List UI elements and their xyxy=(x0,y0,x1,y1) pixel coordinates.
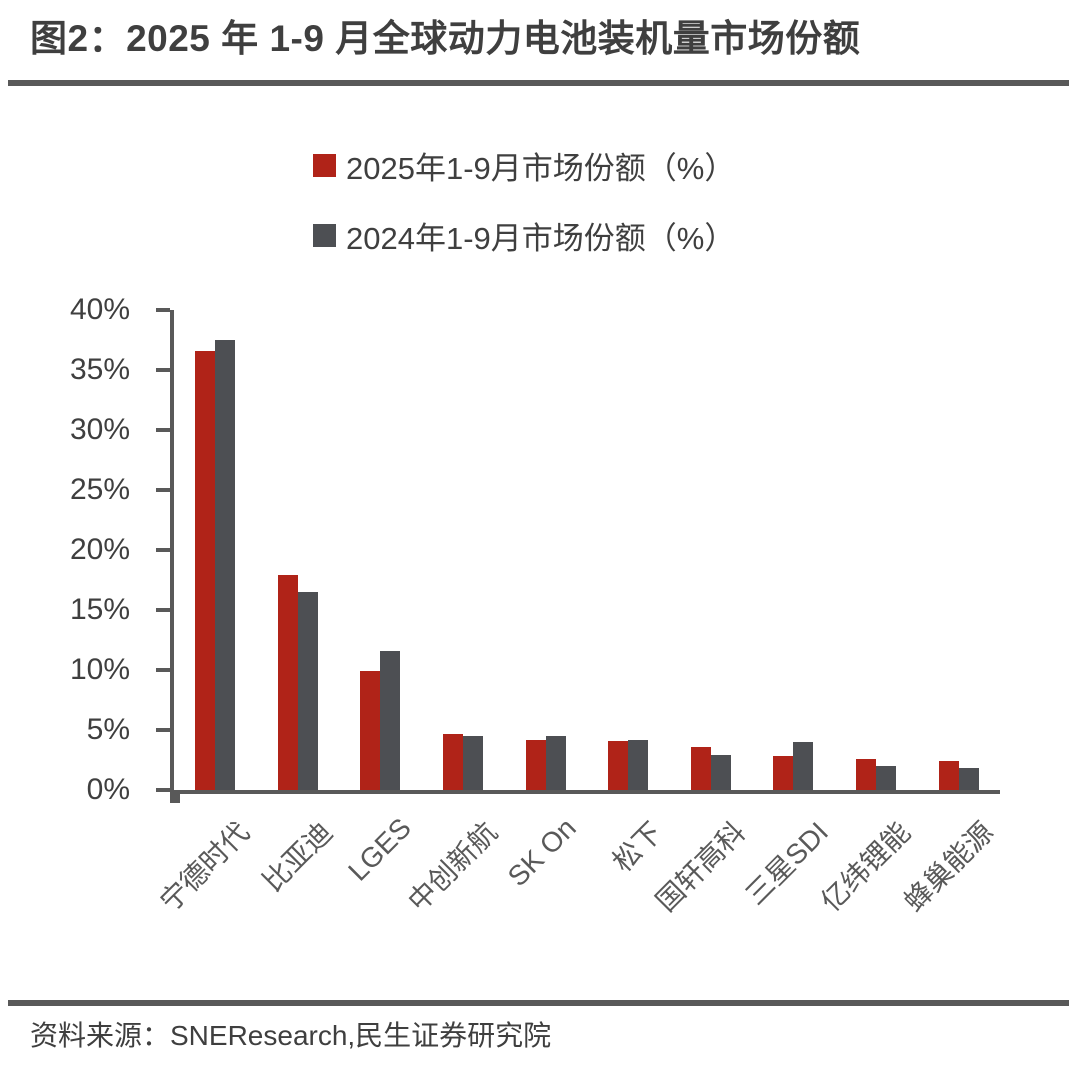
bar-2024 xyxy=(628,740,649,790)
y-axis-label: 0% xyxy=(86,773,130,806)
bar-group xyxy=(360,651,401,790)
bar-groups xyxy=(174,310,1000,790)
bar-2025 xyxy=(856,759,877,790)
x-axis-label: 比亚迪 xyxy=(256,816,339,898)
legend-swatch-icon xyxy=(313,153,336,177)
y-axis-tick xyxy=(156,608,170,612)
bar-group xyxy=(277,575,318,790)
x-axis-label: 亿纬锂能 xyxy=(815,816,917,918)
y-axis-tick xyxy=(156,308,170,312)
bar-2025 xyxy=(443,734,464,790)
bar-group xyxy=(443,734,484,790)
title-divider xyxy=(8,80,1069,86)
bar-2025 xyxy=(195,351,216,790)
bar-group xyxy=(525,736,566,790)
x-axis-label: 蜂巢能源 xyxy=(898,816,1000,918)
legend-item-2024: 2024年1-9月市场份额（%） xyxy=(313,213,735,257)
y-axis-tick xyxy=(156,668,170,672)
x-axis-label: LGES xyxy=(342,812,417,887)
legend-label: 2025年1-9月市场份额（%） xyxy=(346,150,736,186)
bar-2025 xyxy=(690,747,711,790)
x-axis-label: 国轩高科 xyxy=(650,816,752,918)
bar-2025 xyxy=(360,671,381,790)
bar-group xyxy=(773,742,814,790)
plot-area xyxy=(156,308,1000,803)
y-axis-label: 20% xyxy=(69,533,130,566)
bar-2024 xyxy=(215,340,236,790)
y-axis-tick xyxy=(156,368,170,372)
legend-swatch-icon xyxy=(313,223,336,247)
y-axis-tick xyxy=(156,728,170,732)
legend-item-2025: 2025年1-9月市场份额（%） xyxy=(313,143,735,187)
y-axis-tick xyxy=(156,488,170,492)
y-axis-label: 40% xyxy=(69,293,130,326)
bar-2024 xyxy=(545,736,566,790)
source-note: 资料来源：SNEResearch,民生证券研究院 xyxy=(30,1020,552,1051)
y-axis-tick xyxy=(156,788,170,792)
y-axis-label: 30% xyxy=(69,413,130,446)
y-axis-label: 10% xyxy=(69,653,130,686)
bar-2025 xyxy=(277,575,298,790)
bar-2024 xyxy=(958,768,979,790)
bar-2024 xyxy=(793,742,814,790)
bar-group xyxy=(856,759,897,790)
bar-group xyxy=(690,747,731,790)
bar-2024 xyxy=(710,755,731,790)
footer-divider xyxy=(8,1000,1069,1006)
y-axis-tick xyxy=(156,548,170,552)
x-axis-label: 松下 xyxy=(606,816,669,878)
y-axis-label: 15% xyxy=(69,593,130,626)
y-axis-label: 35% xyxy=(69,353,130,386)
chart-legend: 2025年1-9月市场份额（%） 2024年1-9月市场份额（%） xyxy=(313,143,735,283)
bar-2024 xyxy=(380,651,401,790)
bar-2024 xyxy=(297,592,318,790)
bar-2025 xyxy=(525,740,546,790)
y-axis-tick xyxy=(156,428,170,432)
legend-label: 2024年1-9月市场份额（%） xyxy=(346,220,736,256)
y-axis-label: 5% xyxy=(86,713,130,746)
bar-2025 xyxy=(773,756,794,790)
x-axis-label: 中创新航 xyxy=(402,816,504,918)
x-axis-label: SK On xyxy=(501,812,582,893)
y-axis-label: 25% xyxy=(69,473,130,506)
figure-title: 图2：2025 年 1-9 月全球动力电池装机量市场份额 xyxy=(30,18,861,59)
x-axis-label: 宁德时代 xyxy=(154,816,256,918)
bar-2024 xyxy=(876,766,897,790)
bar-group xyxy=(938,761,979,790)
bar-2024 xyxy=(463,736,484,790)
bar-group xyxy=(195,340,236,790)
bar-group xyxy=(608,740,649,790)
bar-2025 xyxy=(938,761,959,790)
bar-2025 xyxy=(608,741,629,790)
x-axis-origin-tick xyxy=(170,794,180,803)
